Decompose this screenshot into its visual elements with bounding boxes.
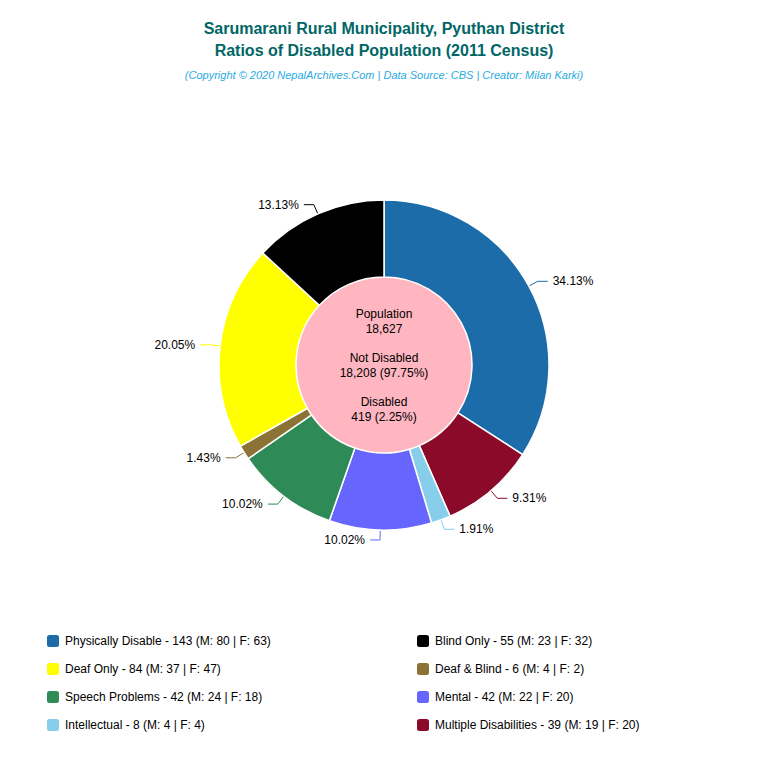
svg-text:(Copyright © 2020 NepalArchive: (Copyright © 2020 NepalArchives.Com | Da… bbox=[185, 69, 584, 81]
svg-text:Ratios of Disabled Population: Ratios of Disabled Population (2011 Cens… bbox=[215, 42, 554, 59]
svg-text:13.13%: 13.13% bbox=[258, 198, 299, 212]
svg-text:Speech Problems - 42 (M: 24 |: Speech Problems - 42 (M: 24 | F: 18) bbox=[65, 690, 262, 704]
svg-text:1.91%: 1.91% bbox=[459, 522, 493, 536]
svg-text:Mental - 42 (M: 22 | F: 20): Mental - 42 (M: 22 | F: 20) bbox=[435, 690, 574, 704]
svg-text:Disabled: Disabled bbox=[361, 395, 408, 409]
svg-text:Deaf Only - 84 (M: 37 | F: 47): Deaf Only - 84 (M: 37 | F: 47) bbox=[65, 662, 221, 676]
svg-text:20.05%: 20.05% bbox=[154, 338, 195, 352]
svg-text:Multiple Disabilities - 39 (M:: Multiple Disabilities - 39 (M: 19 | F: 2… bbox=[435, 718, 640, 732]
svg-text:10.02%: 10.02% bbox=[324, 533, 365, 547]
svg-text:34.13%: 34.13% bbox=[553, 274, 594, 288]
svg-text:Physically Disable - 143 (M: 8: Physically Disable - 143 (M: 80 | F: 63) bbox=[65, 634, 271, 648]
svg-text:18,627: 18,627 bbox=[366, 322, 403, 336]
svg-text:Sarumarani Rural Municipality,: Sarumarani Rural Municipality, Pyuthan D… bbox=[204, 20, 565, 37]
svg-text:Blind Only - 55 (M: 23 | F: 32: Blind Only - 55 (M: 23 | F: 32) bbox=[435, 634, 592, 648]
svg-text:18,208 (97.75%): 18,208 (97.75%) bbox=[340, 366, 429, 380]
svg-text:9.31%: 9.31% bbox=[512, 491, 546, 505]
svg-text:Intellectual - 8 (M: 4 | F: 4): Intellectual - 8 (M: 4 | F: 4) bbox=[65, 718, 205, 732]
svg-text:Not Disabled: Not Disabled bbox=[350, 351, 419, 365]
svg-text:1.43%: 1.43% bbox=[187, 451, 221, 465]
svg-text:Deaf & Blind - 6 (M: 4 | F: 2): Deaf & Blind - 6 (M: 4 | F: 2) bbox=[435, 662, 584, 676]
svg-text:10.02%: 10.02% bbox=[222, 497, 263, 511]
svg-text:Population: Population bbox=[356, 307, 413, 321]
svg-text:419 (2.25%): 419 (2.25%) bbox=[351, 410, 416, 424]
